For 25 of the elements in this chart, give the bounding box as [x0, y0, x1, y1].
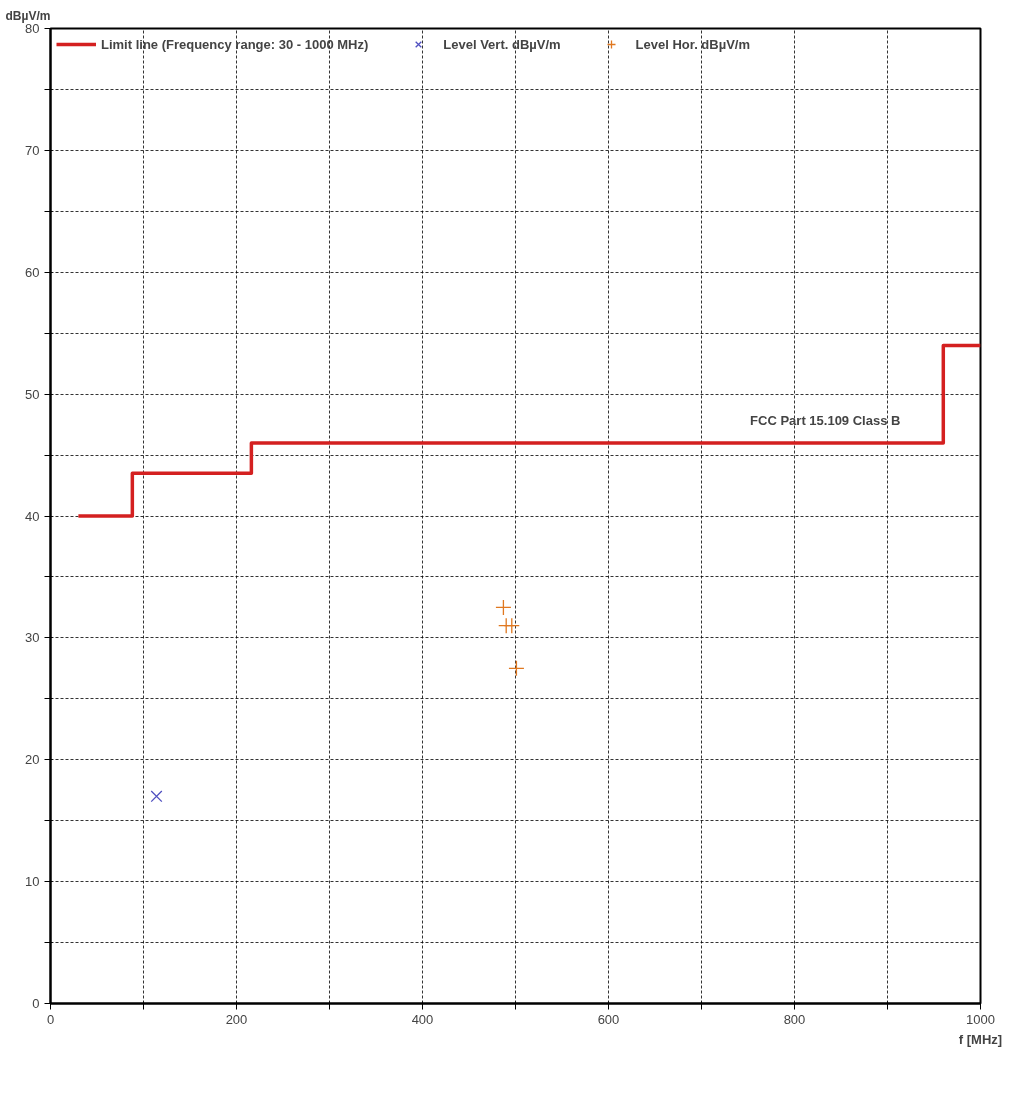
y-tick-label: 80 — [25, 21, 40, 36]
legend-label: Level Vert. dBµV/m — [443, 36, 561, 52]
legend-label: Level Hor. dBµV/m — [635, 36, 751, 52]
x-axis-title: f [MHz] — [958, 1031, 1003, 1047]
y-tick-label: 0 — [32, 996, 40, 1011]
y-tick-label: 20 — [25, 752, 40, 768]
point — [495, 599, 512, 616]
x-tick-label: 0 — [46, 1011, 55, 1027]
y-axis-title: dBµV/m — [5, 8, 51, 23]
x-tick-label: 600 — [597, 1011, 620, 1027]
legend-label: Limit line (Frequency range: 30 - 1000 MHz) — [101, 36, 369, 52]
y-tick-label: 60 — [25, 264, 40, 280]
y-tick-label: 10 — [25, 874, 40, 890]
point — [150, 790, 163, 803]
y-tick-label: 70 — [25, 142, 40, 158]
x-tick-label: 400 — [411, 1011, 434, 1027]
x-tick-label: 200 — [225, 1011, 248, 1027]
y-tick-label: 30 — [25, 630, 40, 646]
x-tick-label: 800 — [783, 1011, 806, 1027]
y-tick-label: 50 — [25, 386, 40, 402]
point — [503, 617, 520, 634]
annotation: FCC Part 15.109 Class B — [750, 413, 901, 429]
x-tick-label: 1000 — [966, 1011, 995, 1027]
point — [508, 660, 525, 677]
y-tick-label: 40 — [25, 508, 40, 524]
